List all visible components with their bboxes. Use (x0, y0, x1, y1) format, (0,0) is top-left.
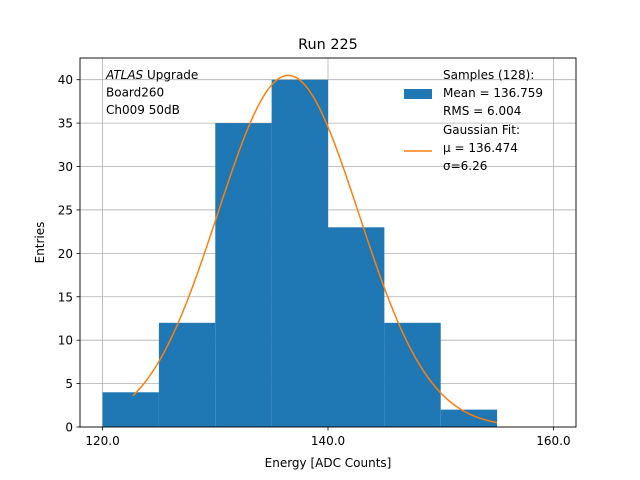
x-tick-label: 120.0 (85, 434, 119, 448)
y-axis-label: Entries (33, 222, 47, 264)
annotation-text: Ch009 50dB (106, 103, 180, 117)
y-axis-ticks: 0 5 10 15 20 25 30 35 40 (58, 73, 80, 435)
legend-label: Mean = 136.759 (443, 86, 543, 100)
legend-label: Samples (128): (443, 68, 534, 82)
legend: Samples (128): Mean = 136.759 RMS = 6.00… (404, 68, 543, 173)
histogram-bar (328, 227, 385, 427)
annotation-text: Board260 (106, 86, 164, 100)
y-tick-label: 40 (58, 73, 73, 87)
legend-label: μ = 136.474 (443, 141, 518, 155)
x-axis-label: Energy [ADC Counts] (265, 456, 392, 470)
histogram-bar (271, 79, 328, 428)
gaussian-fit-curve-group (132, 74, 498, 424)
histogram-bar (102, 392, 159, 427)
x-tick-label: 140.0 (311, 434, 345, 448)
gaussian-fit-curve (132, 74, 498, 424)
y-tick-label: 10 (58, 334, 73, 348)
x-axis-ticks: 120.0 140.0 160.0 (85, 427, 571, 448)
y-tick-label: 5 (65, 377, 73, 391)
legend-label: σ=6.26 (443, 159, 487, 173)
legend-histogram-swatch (404, 89, 432, 99)
annotation-text: Upgrade (143, 68, 198, 82)
y-tick-label: 35 (58, 117, 73, 131)
y-tick-label: 15 (58, 290, 73, 304)
x-tick-label: 160.0 (536, 434, 570, 448)
y-tick-label: 0 (65, 421, 73, 435)
y-tick-label: 25 (58, 203, 73, 217)
annotation-line: Board260 (106, 86, 164, 100)
annotation-line: Ch009 50dB (106, 103, 180, 117)
histogram-bar (384, 322, 441, 427)
y-tick-label: 20 (58, 247, 73, 261)
y-tick-label: 30 (58, 160, 73, 174)
histogram-bar (158, 322, 216, 427)
chart-title: Run 225 (298, 37, 358, 53)
histogram-bars (102, 79, 498, 428)
legend-label: RMS = 6.004 (443, 104, 521, 118)
detector-annotation: ATLAS Upgrade Board260 Ch009 50dB (105, 68, 198, 117)
annotation-line: ATLAS Upgrade (105, 68, 198, 82)
legend-label: Gaussian Fit: (443, 123, 520, 137)
histogram-bar (215, 123, 272, 427)
annotation-italic-text: ATLAS (105, 68, 144, 82)
histogram-bar (440, 409, 498, 427)
